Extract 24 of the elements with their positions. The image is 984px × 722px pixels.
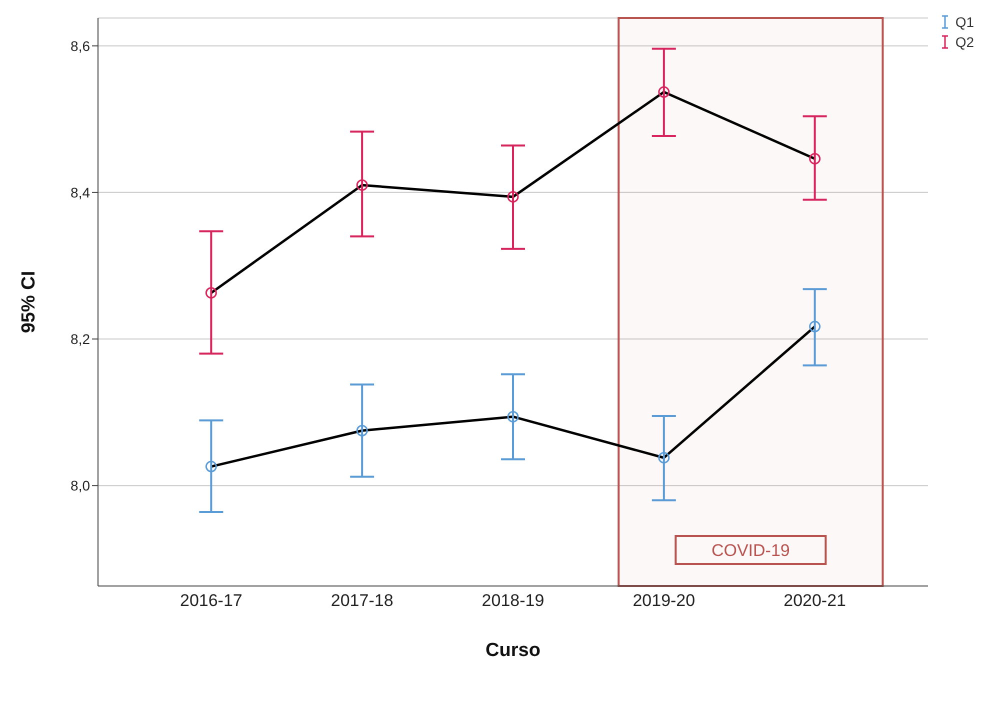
y-tick-label: 8,0 (70, 478, 90, 494)
legend-label: Q1 (955, 14, 974, 30)
x-tick-label: 2017-18 (330, 591, 394, 610)
legend-label: Q2 (955, 34, 974, 50)
x-tick-label: 2016-17 (180, 591, 242, 610)
point (658, 452, 670, 464)
y-tick-label: 8,4 (70, 184, 90, 200)
x-tick-label: 2020-21 (784, 591, 846, 610)
point (809, 152, 821, 164)
point (658, 86, 670, 98)
y-tick-label: 8,2 (70, 330, 90, 347)
point (356, 424, 368, 436)
y-axis-title: 95% CI (18, 270, 40, 334)
y-tick-label: 8,6 (70, 38, 90, 54)
point (356, 179, 368, 191)
point (809, 320, 821, 332)
point (507, 410, 519, 422)
point (205, 460, 217, 472)
x-tick-label: 2018-19 (482, 591, 544, 610)
point (205, 287, 217, 299)
x-axis-title: Curso (486, 640, 540, 661)
x-tick-label: 2019-20 (632, 591, 696, 610)
point (507, 191, 519, 203)
band-label: COVID-19 (711, 541, 790, 560)
